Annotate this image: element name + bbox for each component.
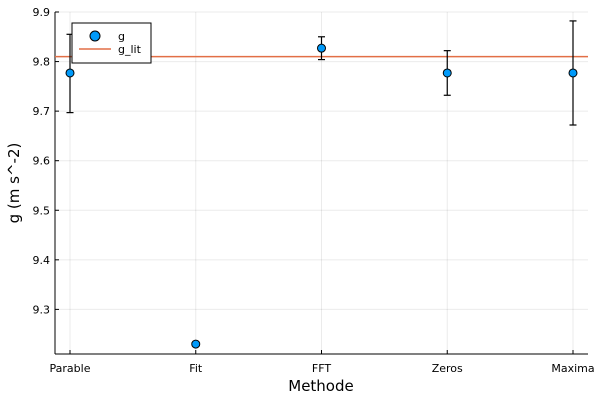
data-point xyxy=(317,43,326,53)
data-points xyxy=(65,43,578,349)
data-point xyxy=(65,68,75,78)
data-point xyxy=(191,339,201,349)
legend-label-g-lit: g_lit xyxy=(118,43,142,56)
y-tick-label: 9.4 xyxy=(33,254,51,267)
y-axis-title: g (m s^-2) xyxy=(5,143,23,224)
y-tick-label: 9.6 xyxy=(33,155,51,168)
legend-label-g: g xyxy=(118,30,125,43)
y-tick-label: 9.9 xyxy=(33,6,51,19)
data-point xyxy=(568,68,578,78)
x-tick-label: Parable xyxy=(50,362,91,375)
x-tick-label: Zeros xyxy=(432,362,463,375)
y-tick-labels: 9.3 9.4 9.5 9.6 9.7 9.8 9.9 xyxy=(33,6,59,316)
x-tick-label: Fit xyxy=(189,362,203,375)
x-axis-title: Methode xyxy=(288,377,354,395)
legend-box xyxy=(71,22,152,64)
legend-marker-g xyxy=(89,30,101,42)
legend: g g_lit xyxy=(71,22,152,64)
x-tick-label: Maxima xyxy=(551,362,594,375)
y-tick-label: 9.3 xyxy=(33,303,51,316)
x-tick-labels: Parable Fit FFT Zeros Maxima xyxy=(50,350,595,375)
y-tick-label: 9.8 xyxy=(33,56,51,69)
y-tick-label: 9.7 xyxy=(33,105,51,118)
x-tick-label: FFT xyxy=(312,362,331,375)
y-tick-label: 9.5 xyxy=(33,204,51,217)
data-point xyxy=(442,68,452,78)
